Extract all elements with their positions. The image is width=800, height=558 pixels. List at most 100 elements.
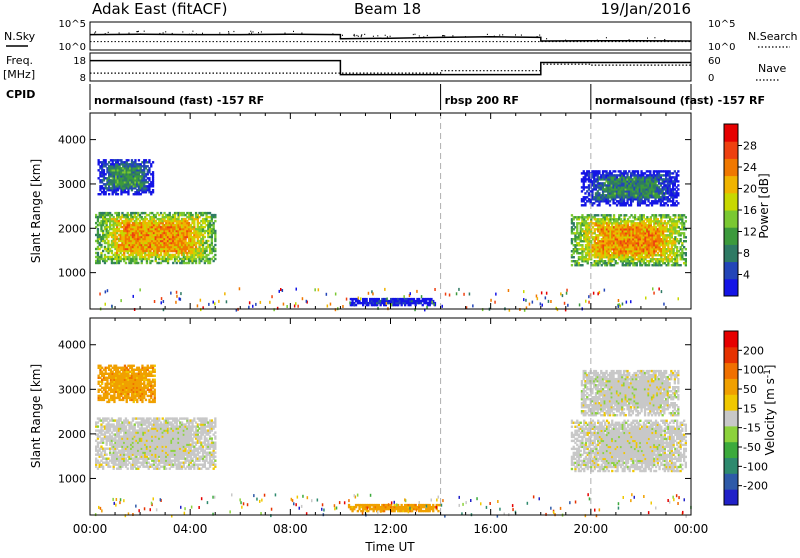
colorbar-swatch [724,279,738,297]
nsky-noise-tick [108,32,109,33]
heatmap-cell [449,294,451,297]
nsky-noise-tick [261,31,262,32]
heatmap-cell [399,301,401,304]
heatmap-cell [445,293,447,296]
nave-series-line [90,64,691,73]
heatmap-cell [677,202,679,204]
heatmap-cell [248,306,250,309]
heatmap-cell [463,293,465,296]
heatmap-cell [677,188,679,190]
heatmap-cell [616,262,618,264]
nsky-noise-tick [597,40,598,41]
nsky-noise-tick [423,36,424,37]
heatmap-cell [318,288,320,291]
heatmap-cell [456,292,458,295]
nsky-noise-tick [189,34,190,35]
nsky-noise-tick [443,35,444,36]
nsky-noise-tick [228,31,229,32]
heatmap-cell [335,293,337,296]
heatmap-cell [523,298,525,301]
nsky-noise-tick [444,35,445,36]
nsky-noise-tick [253,31,254,32]
heatmap-cell [685,240,687,242]
heatmap-cell [286,305,288,308]
heatmap-cell [661,290,663,293]
heatmap-cell [458,288,460,291]
heatmap-cell [421,295,423,298]
heatmap-cell [330,303,332,306]
heatmap-cell [532,301,534,304]
station-title: Adak East (fitACF) [92,0,227,18]
heatmap-cell [105,159,107,161]
heatmap-cell [213,301,215,304]
nsky-noise-tick [356,35,357,36]
nsky-series-line [90,34,691,41]
freq-panel-frame [90,53,691,81]
nsky-noise-tick [387,36,388,37]
heatmap-cell [677,170,679,172]
nsky-noise-tick [342,35,343,36]
heatmap-cell [386,298,388,301]
heatmap-cell [494,301,496,304]
nsky-noise-tick [249,33,250,34]
power-dashed-markers [441,113,591,309]
nsky-noise-tick [332,33,333,34]
heatmap-cell [566,292,568,295]
freq-tick-top: 18 [73,56,86,67]
nsky-noise-tick [192,31,193,32]
nsky-noise-tick [202,33,203,34]
heatmap-cell [252,305,254,308]
nsky-noise-tick [159,33,160,34]
heatmap-cell [564,302,566,305]
power-x-ticks [90,113,691,309]
heatmap-cell [655,214,657,216]
heatmap-cell [255,303,257,306]
heatmap-cell [674,214,676,216]
heatmap-cell [536,295,538,298]
heatmap-cell [105,290,107,293]
power-panel-frame [90,113,691,309]
nsky-noise-tick [385,35,386,36]
heatmap-cell [170,292,172,295]
beam-title: Beam 18 [354,0,421,18]
heatmap-cell [283,303,285,306]
nsky-noise-tick [358,36,359,37]
heatmap-cell [540,302,542,305]
nsky-noise-tick [196,33,197,34]
heatmap-cell [282,289,284,292]
heatmap-cell [372,292,374,295]
heatmap-cell [469,293,471,296]
heatmap-cell [102,440,104,442]
nsky-noise-tick [494,36,495,37]
heatmap-cell [138,159,140,161]
heatmap-cell [161,301,163,304]
nsky-noise-tick [442,35,443,36]
nsky-tick-bottom: 10^0 [59,42,86,53]
heatmap-cell [685,216,687,218]
heatmap-cell [386,302,388,305]
heatmap-cell [685,258,687,260]
nsky-noise-tick [390,36,391,37]
heatmap-cell [154,300,156,303]
heatmap-cell [269,301,271,304]
colorbar-swatch [724,262,738,280]
freq-label-line1: Freq. [6,54,33,67]
nave-tick-top: 60 [708,56,721,67]
heatmap-cell [495,293,497,296]
nsky-noise-tick [485,36,486,37]
heatmap-cell [107,240,109,242]
heatmap-cell [622,303,624,306]
heatmap-cell [545,296,547,299]
heatmap-cell [260,301,262,304]
heatmap-cell [541,291,543,294]
nsky-noise-tick [251,33,252,34]
colorbar-swatch [724,210,738,228]
heatmap-cell [214,254,216,256]
heatmap-cell [677,192,679,194]
power-colorbar-label: Power [dB] [757,173,771,238]
heatmap-cell [618,305,620,308]
nave-label: Nave [758,62,786,75]
